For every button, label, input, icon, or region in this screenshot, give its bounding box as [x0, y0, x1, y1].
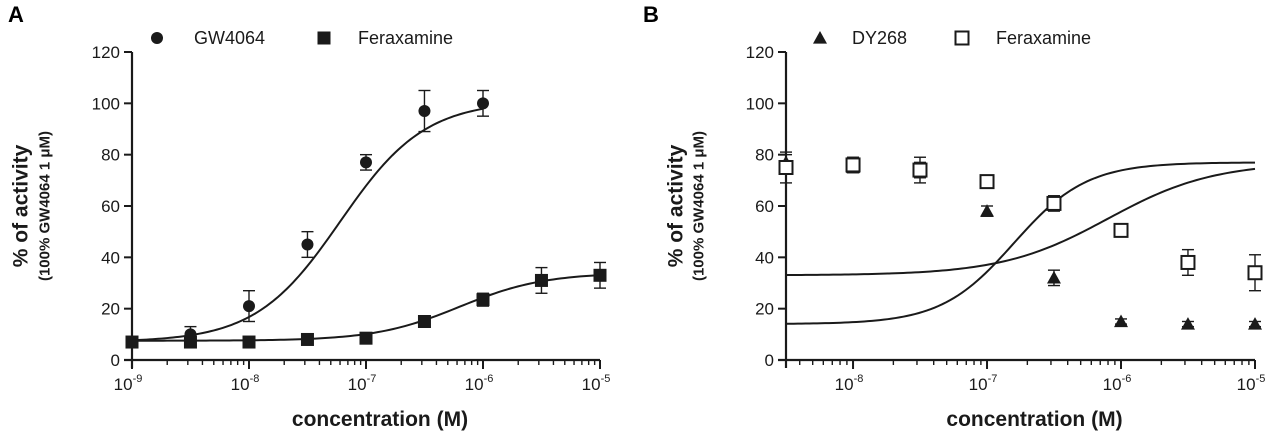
y-tick-label: 40: [755, 248, 774, 267]
y-tick-label: 120: [92, 43, 120, 62]
x-axis-label: concentration (M): [292, 408, 468, 431]
data-point: [534, 273, 548, 287]
y-tick-label: 80: [755, 146, 774, 165]
data-point: [418, 105, 431, 118]
fit-curve: [132, 274, 601, 342]
chart-panel-a: A 0 20 40 60 80 100 120 10-9 10-8 10-7 10-6 10-5 conc…: [8, 2, 610, 431]
data-point: [979, 174, 995, 190]
x-tick-label: 10-6: [465, 373, 494, 394]
data-point: [183, 335, 197, 349]
x-tick-label: 10-8: [835, 373, 864, 394]
series-feraxamine: [125, 261, 607, 349]
data-point: [1180, 254, 1196, 270]
panel-label: B: [643, 2, 659, 27]
data-point: [359, 331, 373, 345]
y-tick-label: 20: [755, 300, 774, 319]
legend-label: Feraxamine: [358, 28, 453, 48]
legend-marker: [954, 30, 970, 46]
x-tick-label: 10-7: [348, 373, 377, 394]
y-tick-label: 60: [755, 197, 774, 216]
y-axis-sublabel: (100% GW4064 1 μM): [36, 131, 53, 281]
x-tick-label: 10-9: [114, 373, 143, 394]
data-point: [1113, 222, 1129, 238]
fit-curve: [785, 161, 1256, 325]
y-tick-label: 0: [111, 351, 120, 370]
legend-marker: [317, 31, 331, 45]
y-axis-label: % of activity: [664, 144, 687, 267]
data-point: [1046, 195, 1062, 211]
data-point: [125, 335, 139, 349]
y-tick-label: 20: [101, 300, 120, 319]
data-point: [477, 97, 489, 110]
x-tick-label: 10-6: [1103, 373, 1132, 394]
data-point: [980, 204, 995, 217]
y-tick-label: 60: [101, 197, 120, 216]
data-point: [476, 293, 490, 307]
chart-panel-b: B 0 20 40 60 80 100 120 10-8 10-7 10-6 10-5 concentr…: [643, 2, 1265, 431]
y-tick-label: 120: [746, 43, 774, 62]
data-point: [593, 268, 607, 282]
fit-curve: [785, 167, 1256, 277]
data-point: [243, 300, 255, 313]
y-axis-sublabel: (100% GW4064 1 μM): [690, 131, 707, 281]
data-point: [360, 156, 372, 169]
data-point: [300, 332, 314, 346]
x-tick-label: 10-7: [969, 373, 998, 394]
data-point: [1247, 265, 1263, 281]
data-point: [845, 157, 861, 173]
legend-marker: [151, 32, 163, 44]
legend-label: Feraxamine: [996, 28, 1091, 48]
legend-marker: [813, 31, 827, 44]
data-point: [1248, 317, 1262, 330]
x-tick-label: 10-5: [582, 373, 611, 394]
data-point: [778, 160, 794, 175]
y-tick-label: 100: [746, 94, 774, 113]
panel-label: A: [8, 2, 24, 27]
y-tick-label: 40: [101, 248, 120, 267]
x-tick-label: 10-8: [231, 373, 260, 394]
legend-label: GW4064: [194, 28, 265, 48]
data-point: [417, 315, 431, 328]
data-point: [1114, 314, 1129, 328]
x-tick-label: 10-5: [1237, 373, 1266, 394]
series-gw4064: [126, 89, 489, 349]
y-tick-label: 0: [765, 351, 774, 370]
fit-curve: [131, 107, 484, 342]
data-point: [242, 335, 256, 349]
data-point: [912, 162, 928, 178]
y-tick-label: 100: [92, 94, 120, 113]
series-feraxamine: [778, 151, 1263, 292]
x-axis-label: concentration (M): [946, 408, 1122, 431]
legend-label: DY268: [852, 28, 907, 48]
y-tick-label: 80: [101, 146, 120, 165]
data-point: [1180, 317, 1195, 330]
data-point: [1046, 270, 1061, 284]
series-dy268: [779, 153, 1262, 330]
data-point: [301, 238, 314, 251]
y-axis-label: % of activity: [9, 144, 32, 267]
